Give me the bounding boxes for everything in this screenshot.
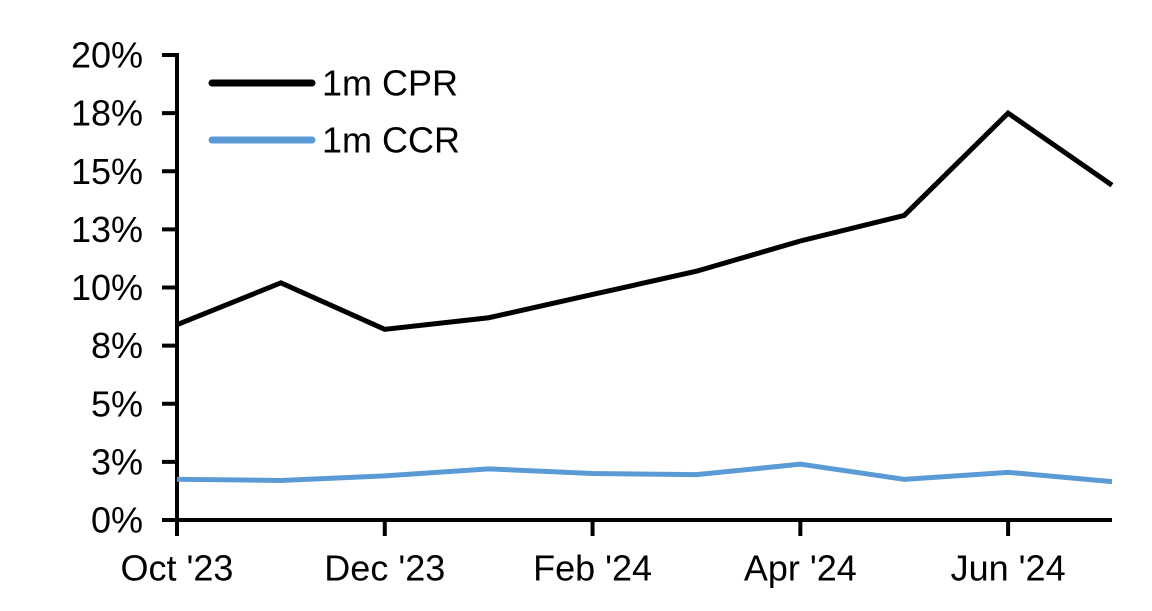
line-chart-svg: 0% 3% 5% 8% 10% 13% 15% 18% 20% Oct '23 Dec '23 Feb… bbox=[71, 35, 1114, 589]
axes bbox=[175, 53, 1112, 522]
legend-label-1m-cpr: 1m CPR bbox=[322, 63, 458, 104]
x-tick-label: Dec '23 bbox=[324, 548, 445, 589]
y-tick-label: 18% bbox=[71, 93, 143, 134]
y-axis-ticks: 0% 3% 5% 8% 10% 13% 15% 18% 20% bbox=[71, 35, 177, 541]
y-tick-label: 20% bbox=[71, 35, 143, 76]
y-tick-label: 8% bbox=[91, 325, 143, 366]
x-tick-label: Feb '24 bbox=[533, 548, 652, 589]
series-line-1m-ccr bbox=[176, 461, 1113, 485]
y-tick-label: 15% bbox=[71, 151, 143, 192]
legend-label-1m-ccr: 1m CCR bbox=[322, 120, 460, 161]
cpr-ccr-line-chart: 0% 3% 5% 8% 10% 13% 15% 18% 20% Oct '23 Dec '23 Feb… bbox=[40, 16, 1152, 595]
x-tick-label: Apr '24 bbox=[744, 548, 857, 589]
x-axis-ticks: Oct '23 Dec '23 Feb '24 Apr '24 Jun '24 bbox=[121, 520, 1066, 589]
legend-item-1m-cpr: 1m CPR bbox=[208, 63, 458, 104]
y-tick-label: 0% bbox=[91, 500, 143, 541]
y-tick-label: 13% bbox=[71, 209, 143, 250]
x-tick-label: Jun '24 bbox=[951, 548, 1066, 589]
legend: 1m CPR 1m CCR bbox=[208, 63, 460, 161]
series-line-1m-cpr bbox=[176, 109, 1114, 332]
y-tick-label: 10% bbox=[71, 267, 143, 308]
y-tick-label: 3% bbox=[91, 441, 143, 482]
x-tick-label: Oct '23 bbox=[121, 548, 234, 589]
legend-item-1m-ccr: 1m CCR bbox=[208, 120, 460, 161]
y-tick-label: 5% bbox=[91, 383, 143, 424]
